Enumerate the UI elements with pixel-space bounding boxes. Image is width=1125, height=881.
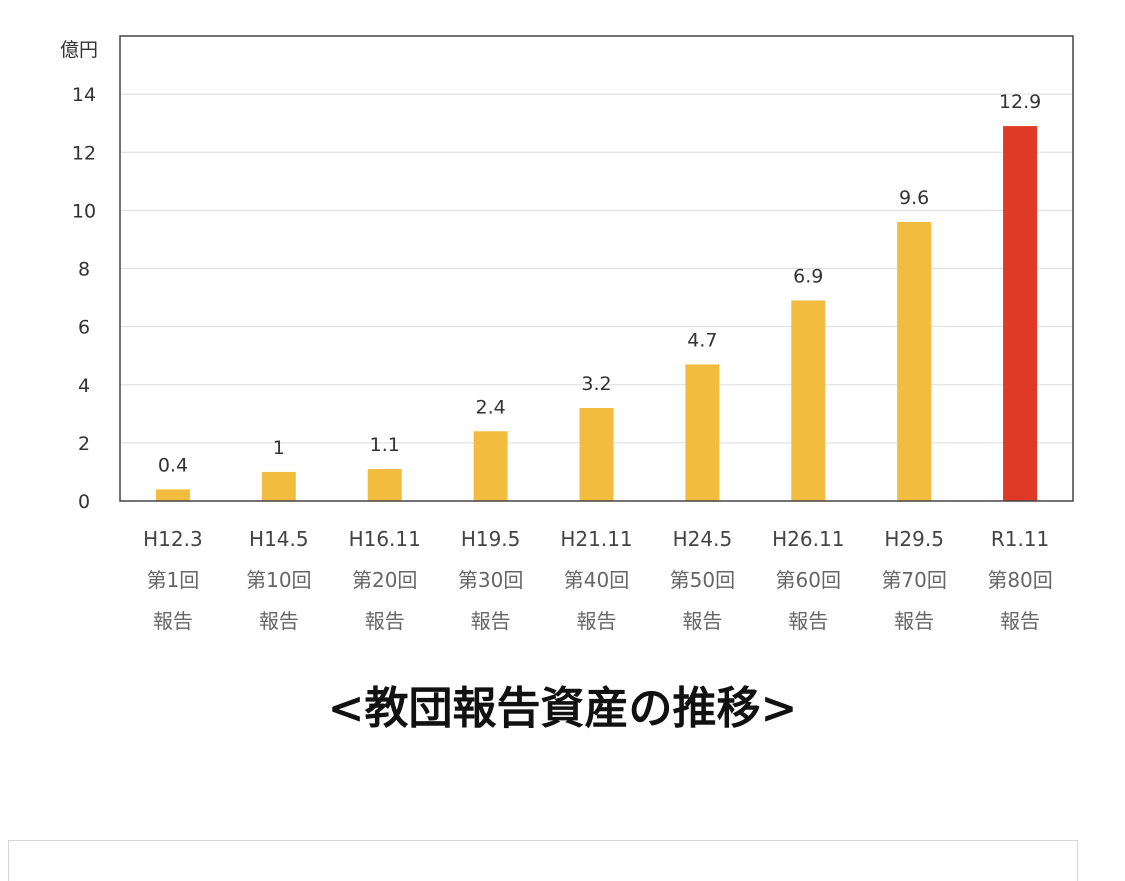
x-tick-label: 報告 [259, 609, 299, 633]
x-tick-label: 報告 [894, 609, 934, 633]
chart-caption: <教団報告資産の推移> [327, 683, 798, 734]
x-tick-label: H19.5 [461, 527, 521, 551]
bar [261, 471, 296, 501]
x-tick-label: 報告 [682, 609, 722, 633]
bar [155, 489, 190, 501]
data-label: 3.2 [581, 373, 611, 395]
y-tick-label: 8 [78, 259, 90, 281]
x-tick-label: H16.11 [349, 527, 421, 551]
data-label: 12.9 [999, 91, 1041, 113]
gridlines [120, 93, 1073, 444]
data-label: 0.4 [158, 454, 188, 476]
bar [791, 300, 826, 501]
x-tick-label: 報告 [471, 609, 511, 633]
x-tick-label: H29.5 [884, 527, 944, 551]
x-tick-label: 第10回 [246, 568, 311, 592]
x-tick-label: 第50回 [670, 568, 735, 592]
bar [579, 408, 614, 501]
x-tick-label: R1.11 [991, 527, 1049, 551]
data-labels: 0.4 1 1.1 2.4 3.2 4.7 6.9 9.6 12.9 [158, 91, 1041, 476]
content-box [8, 840, 1078, 881]
bar [1003, 126, 1038, 501]
bar [367, 469, 402, 501]
x-tick-label: 第80回 [987, 568, 1052, 592]
x-tick-label: 報告 [365, 609, 405, 633]
data-label: 1 [273, 437, 285, 459]
x-tick-label: 報告 [788, 609, 828, 633]
x-tick-label: 報告 [153, 609, 193, 633]
data-label: 4.7 [687, 329, 717, 351]
y-tick-label: 6 [78, 317, 90, 339]
x-tick-label: H24.5 [673, 527, 733, 551]
y-tick-label: 0 [78, 491, 90, 513]
data-label: 9.6 [899, 187, 929, 209]
x-tick-label: 第60回 [776, 568, 841, 592]
x-tick-label: 第30回 [458, 568, 523, 592]
bar [473, 431, 508, 501]
bar [897, 222, 932, 501]
bar-chart: 0.4 1 1.1 2.4 3.2 4.7 6.9 9.6 12.9 0 2 4 6 8 10 12 14 H… [60, 35, 1074, 633]
y-tick-label: 10 [72, 200, 96, 222]
bar [685, 364, 720, 501]
y-tick-label: 14 [72, 84, 96, 106]
bars [155, 126, 1038, 501]
y-tick-label: 4 [78, 375, 90, 397]
y-axis-ticks: 0 2 4 6 8 10 12 14 [72, 84, 96, 513]
y-tick-label: 2 [78, 433, 90, 455]
plot-frame [119, 35, 1074, 502]
x-tick-label: H21.11 [560, 527, 632, 551]
x-tick-label: 第1回 [147, 568, 200, 592]
y-tick-label: 12 [72, 142, 96, 164]
x-tick-label: 第20回 [352, 568, 417, 592]
y-axis-unit: 億円 [60, 39, 98, 61]
x-tick-label: H26.11 [772, 527, 844, 551]
data-label: 2.4 [476, 396, 506, 418]
data-label: 6.9 [793, 265, 823, 287]
x-tick-label: 報告 [1000, 609, 1040, 633]
x-tick-label: 第40回 [564, 568, 629, 592]
x-tick-label: H12.3 [143, 527, 203, 551]
data-label: 1.1 [370, 434, 400, 456]
x-tick-label: H14.5 [249, 527, 309, 551]
x-tick-label: 報告 [577, 609, 617, 633]
x-tick-label: 第70回 [881, 568, 946, 592]
